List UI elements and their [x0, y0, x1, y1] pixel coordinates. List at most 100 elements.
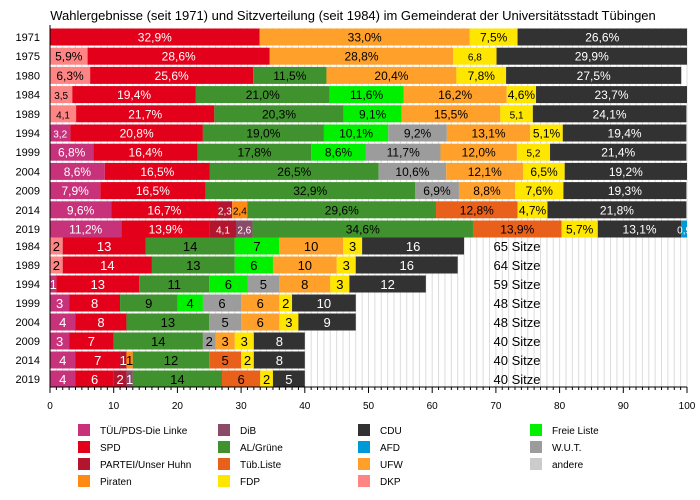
vote-data-label: 24,1% [593, 107, 627, 121]
vote-bar-fdp [456, 66, 507, 84]
x-tick-label: 20 [172, 401, 184, 412]
vote-data-label: 7,6% [526, 184, 554, 198]
vote-data-label: 5,1% [533, 127, 561, 141]
legend-swatch-fdp [218, 475, 230, 487]
vote-data-label: 33,0% [348, 31, 382, 45]
vote-data-label: 19,2% [609, 165, 643, 179]
vote-bar-dib [236, 220, 253, 238]
vote-data-label: 25,6% [155, 69, 189, 83]
x-tick-label: 50 [363, 401, 375, 412]
seat-bar-cdu [253, 332, 305, 350]
vote-bar-fl [323, 124, 389, 142]
seat-data-label: 2 [206, 334, 213, 349]
seat-data-label: 14 [100, 258, 114, 273]
vote-data-label: 11,7% [387, 146, 420, 160]
vote-data-label: 7,8% [468, 69, 496, 83]
vote-bar-partei [217, 201, 233, 219]
vote-bar-al [195, 86, 330, 104]
vote-bar-ufw [446, 162, 524, 180]
seat-bar-ufw [279, 237, 344, 255]
vote-bar-al [209, 162, 379, 180]
seat-bar-al [132, 351, 210, 369]
legend-swatch-cdu [358, 424, 370, 436]
seat-bar-wut [202, 294, 242, 312]
vote-bar-cdu [536, 86, 687, 104]
seat-data-label: 2 [53, 258, 60, 273]
vote-data-label: 2,3 [218, 206, 232, 217]
vote-bar-afd [681, 220, 687, 238]
vote-data-label: 29,6% [325, 203, 359, 217]
vote-data-label: 21,4% [601, 146, 635, 160]
year-label: 2004 [16, 317, 40, 329]
legend-swatch-al [218, 441, 230, 453]
seat-total-label: 59 Sitze [494, 277, 541, 292]
seat-bar-al [145, 237, 235, 255]
seat-data-label: 3 [56, 296, 63, 311]
vote-bar-spd [100, 182, 206, 200]
seat-data-label: 3 [222, 334, 229, 349]
vote-data-label: 13,9% [500, 223, 534, 237]
legend-swatch-fl [530, 424, 542, 436]
vote-bar-dkp [50, 86, 73, 104]
vote-data-label: 27,5% [577, 69, 611, 83]
year-label: 2009 [16, 336, 40, 348]
vote-bar-tueb [472, 220, 562, 238]
seat-bar-ufw [279, 275, 331, 293]
vote-data-label: 9,6% [67, 203, 95, 217]
vote-bar-partei [209, 220, 237, 238]
seat-bar-fdp [260, 370, 273, 388]
vote-data-label: 12,1% [468, 165, 502, 179]
vote-bar-tuel [50, 182, 101, 200]
seat-bar-tuel [50, 351, 76, 369]
vote-bar-piraten [232, 201, 248, 219]
seat-bar-tuel [50, 275, 57, 293]
vote-data-label: 21,7% [128, 107, 162, 121]
vote-data-label: 4,7% [519, 203, 547, 217]
legend-swatch-dkp [358, 475, 370, 487]
vote-data-label: 16,5% [140, 165, 174, 179]
vote-bar-wut [378, 162, 447, 180]
year-label: 1971 [16, 32, 40, 44]
seat-data-label: 1 [50, 277, 57, 292]
vote-bar-wut [388, 124, 447, 142]
vote-bar-cdu [496, 47, 687, 65]
vote-data-label: 34,6% [346, 223, 380, 237]
legend-swatch-piraten [78, 475, 90, 487]
legend-label: UFW [380, 460, 403, 471]
seat-bar-spd [75, 351, 121, 369]
seat-bar-tuel [50, 370, 76, 388]
x-tick-label: 0 [47, 401, 53, 412]
vote-bar-al [205, 182, 416, 200]
seat-bar-spd [69, 294, 121, 312]
vote-data-label: 11,6% [350, 88, 383, 102]
vote-bar-al [197, 143, 312, 161]
vote-data-label: 5,1 [510, 110, 524, 121]
seat-data-label: 8 [97, 315, 104, 330]
seat-bar-cdu [349, 275, 426, 293]
seat-data-label: 12 [380, 277, 394, 292]
vote-bar-cdu [564, 162, 687, 180]
seat-bar-partei [120, 351, 127, 369]
vote-data-label: 6,5% [530, 165, 558, 179]
vote-bar-spd [72, 86, 196, 104]
seat-data-label: 6 [237, 372, 244, 387]
vote-bar-ufw [269, 47, 454, 65]
seat-data-label: 2 [282, 296, 289, 311]
vote-bar-cdu [563, 182, 687, 200]
vote-data-label: 32,9% [138, 31, 172, 45]
vote-bar-fdp [517, 201, 548, 219]
seat-bar-ufw [241, 313, 280, 331]
seat-data-label: 4 [187, 296, 194, 311]
seat-data-label: 5 [222, 353, 229, 368]
vote-data-label: 10,6% [395, 165, 429, 179]
vote-data-label: 4,6% [508, 88, 536, 102]
vote-data-label: 6,8% [58, 146, 86, 160]
vote-data-label: 16,7% [147, 203, 181, 217]
year-label: 1989 [16, 260, 40, 272]
vote-data-label: 15,5% [434, 107, 468, 121]
vote-bar-dkp [50, 105, 77, 123]
vote-bar-fdp [515, 182, 564, 200]
legend-label: Tüb.Liste [240, 460, 282, 471]
seat-bar-wut [209, 313, 242, 331]
vote-bar-spd [87, 47, 270, 65]
